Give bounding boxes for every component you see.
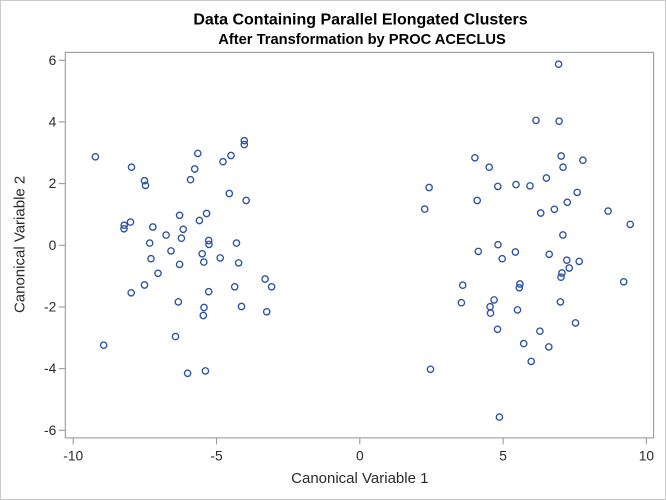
svg-text:Data Containing Parallel Elong: Data Containing Parallel Elongated Clust… (193, 12, 527, 29)
svg-text:-4: -4 (44, 361, 57, 376)
svg-text:After Transformation by PROC A: After Transformation by PROC ACECLUS (218, 32, 506, 48)
svg-text:-5: -5 (210, 448, 223, 463)
svg-text:Canonical Variable 2: Canonical Variable 2 (12, 176, 29, 313)
svg-text:0: 0 (356, 448, 364, 463)
svg-text:Canonical Variable 1: Canonical Variable 1 (291, 470, 428, 487)
svg-text:0: 0 (49, 238, 57, 253)
svg-text:5: 5 (499, 448, 507, 463)
svg-text:2: 2 (49, 176, 57, 191)
svg-text:-10: -10 (63, 448, 83, 463)
svg-text:10: 10 (639, 448, 655, 463)
svg-text:6: 6 (49, 53, 57, 68)
svg-text:4: 4 (49, 115, 57, 130)
svg-text:-2: -2 (44, 300, 56, 315)
svg-text:-6: -6 (44, 423, 57, 438)
